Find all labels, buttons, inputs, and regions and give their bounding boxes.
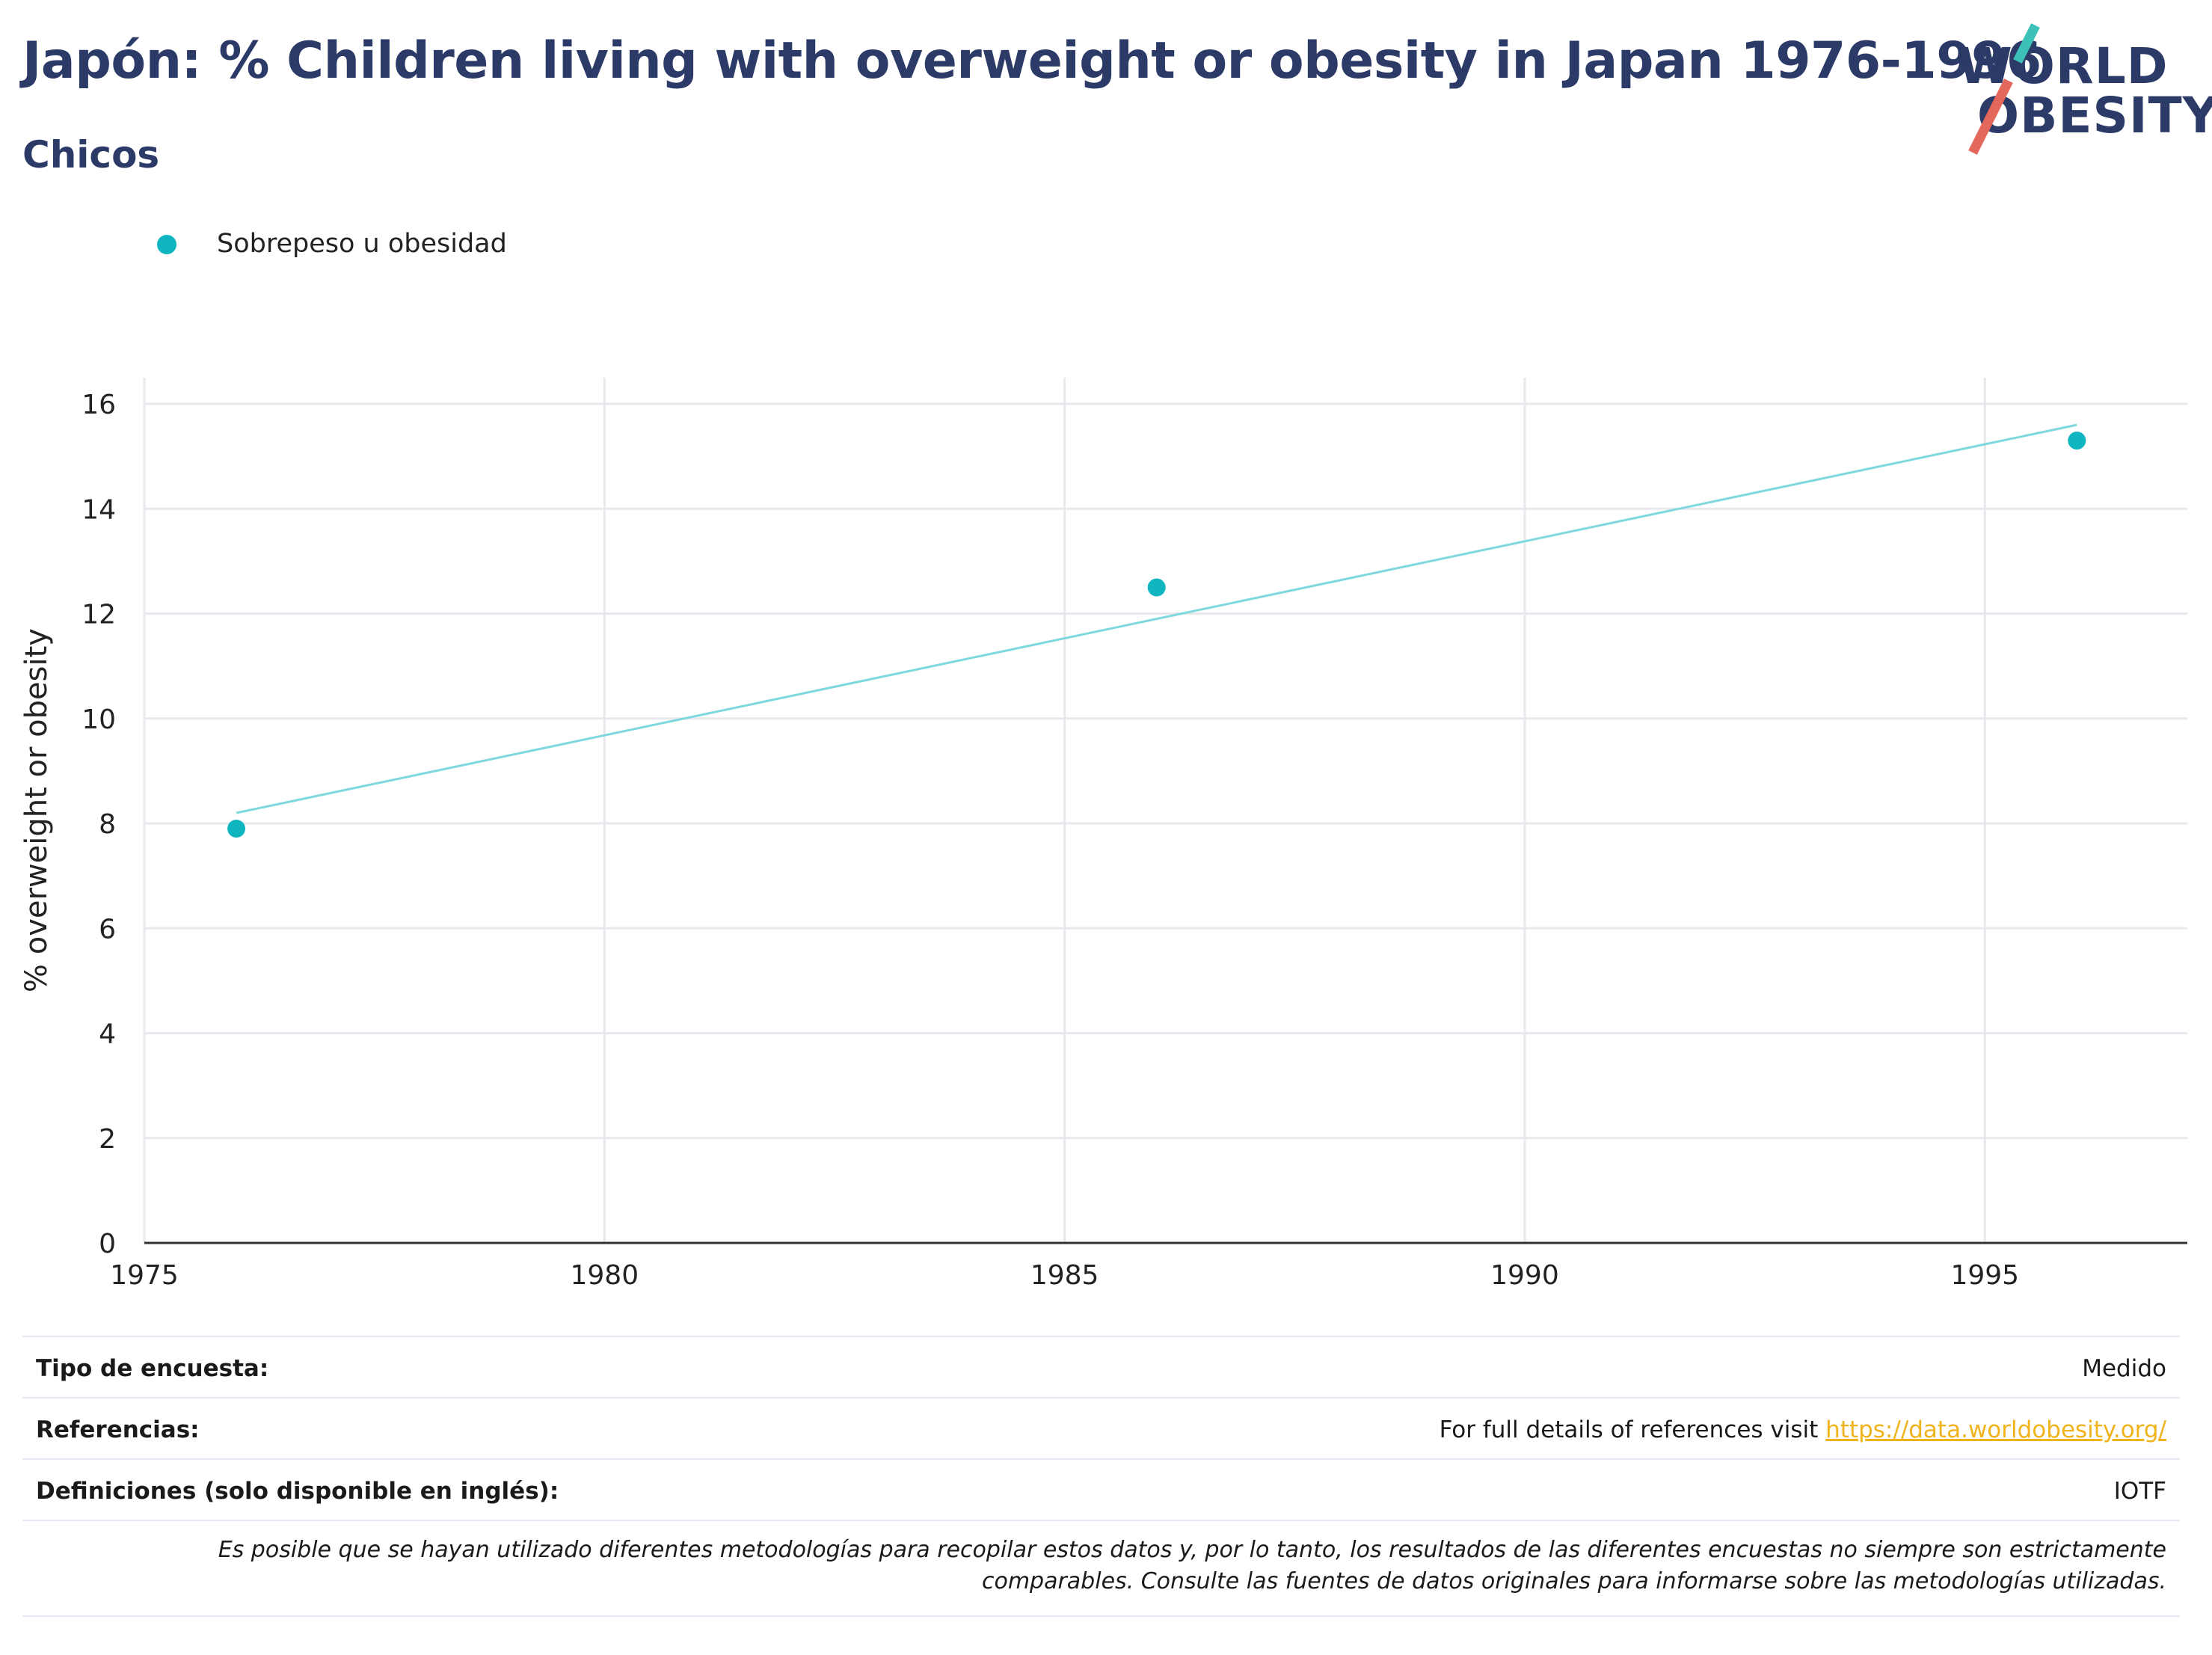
definitions-value: IOTF bbox=[2113, 1478, 2166, 1505]
data-points bbox=[227, 432, 2086, 838]
methodology-note: Es posible que se hayan utilizado difere… bbox=[22, 1520, 2180, 1617]
world-obesity-logo: WORLD OBESITY bbox=[1952, 21, 2212, 163]
note-line-2: comparables. Consulte las fuentes de dat… bbox=[981, 1568, 2166, 1594]
y-tick-label: 4 bbox=[99, 1019, 116, 1050]
x-tick-label: 1995 bbox=[1950, 1260, 2019, 1291]
references-value: For full details of references visit htt… bbox=[1440, 1416, 2166, 1443]
logo-text-line1: WORLD bbox=[1958, 37, 2169, 95]
x-tick-label: 1990 bbox=[1490, 1260, 1559, 1291]
legend-label: Sobrepeso u obesidad bbox=[217, 229, 507, 259]
legend-marker bbox=[157, 235, 176, 254]
page-subtitle: Chicos bbox=[22, 133, 160, 176]
trend-line bbox=[236, 423, 2077, 814]
references-link[interactable]: https://data.worldobesity.org/ bbox=[1825, 1416, 2166, 1443]
chart-grid bbox=[143, 378, 2187, 1243]
data-point bbox=[227, 820, 246, 838]
survey-type-value: Medido bbox=[2082, 1355, 2166, 1382]
y-tick-label: 0 bbox=[99, 1229, 116, 1259]
y-tick-label: 6 bbox=[99, 914, 116, 945]
y-tick-label: 12 bbox=[82, 600, 116, 630]
data-point bbox=[1147, 578, 1166, 597]
y-axis-label: % overweight or obesity bbox=[19, 628, 54, 992]
y-tick-label: 16 bbox=[82, 390, 116, 420]
x-axis-ticks: 1975 1980 1985 1990 1995 bbox=[110, 1260, 2019, 1291]
references-label: Referencias: bbox=[36, 1416, 200, 1443]
y-tick-label: 10 bbox=[82, 704, 116, 735]
scatter-chart: 0 2 4 6 8 10 12 14 16 1975 1980 1985 1990 1995 % ove… bbox=[19, 378, 2187, 1291]
y-tick-label: 8 bbox=[99, 809, 116, 840]
y-axis-ticks: 0 2 4 6 8 10 12 14 16 bbox=[82, 390, 116, 1259]
note-line-1: Es posible que se hayan utilizado difere… bbox=[218, 1537, 2166, 1563]
x-tick-label: 1985 bbox=[1030, 1260, 1099, 1291]
x-tick-label: 1975 bbox=[110, 1260, 179, 1291]
logo-text-line2: OBESITY bbox=[1977, 87, 2212, 144]
y-tick-label: 14 bbox=[82, 494, 116, 525]
definitions-label: Definiciones (solo disponible en inglés)… bbox=[36, 1478, 559, 1505]
logo-slash-icon bbox=[1968, 23, 2040, 155]
references-text: For full details of references visit bbox=[1439, 1416, 1826, 1443]
x-tick-label: 1980 bbox=[571, 1260, 639, 1291]
definitions-row: Definiciones (solo disponible en inglés)… bbox=[22, 1458, 2180, 1521]
data-point bbox=[2068, 432, 2086, 450]
survey-type-row: Tipo de encuesta: Medido bbox=[22, 1336, 2180, 1398]
y-tick-label: 2 bbox=[99, 1124, 116, 1155]
references-row: Referencias: For full details of referen… bbox=[22, 1397, 2180, 1460]
survey-type-label: Tipo de encuesta: bbox=[36, 1355, 269, 1382]
page-title: Japón: % Children living with overweight… bbox=[22, 31, 2042, 90]
